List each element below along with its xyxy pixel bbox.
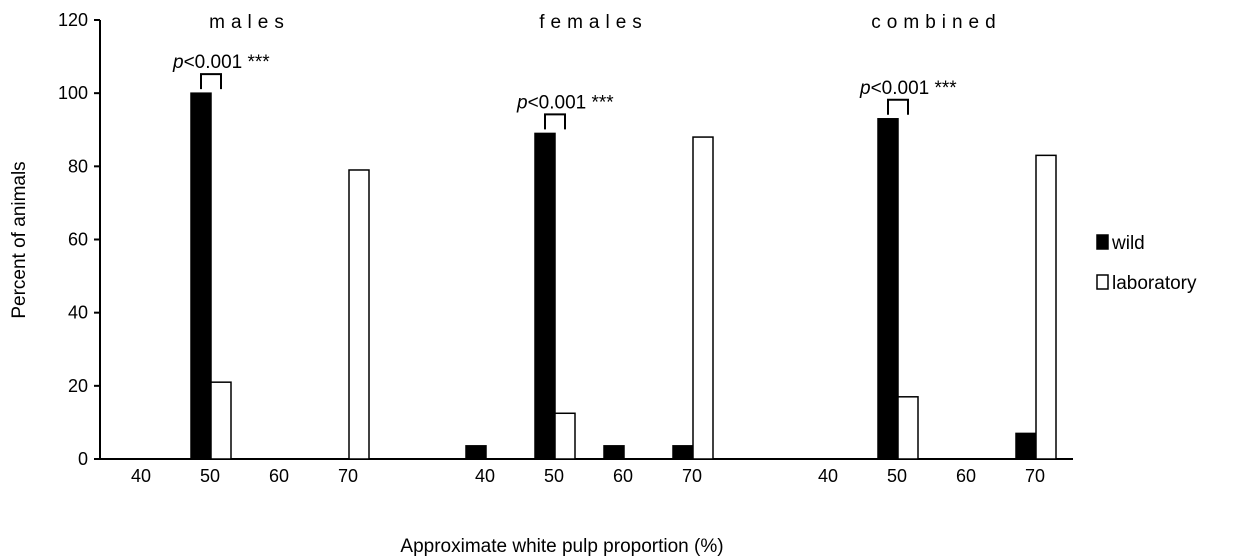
x-tick-label: 60 — [956, 466, 976, 486]
bar-wild — [1015, 432, 1037, 460]
x-tick-label: 70 — [1025, 466, 1045, 486]
bar-wild — [603, 445, 625, 460]
y-tick-label: 20 — [68, 376, 88, 396]
group-title: males — [209, 12, 290, 33]
p-value-label: p<0.001 *** — [172, 52, 270, 73]
legend: wild laboratory — [1096, 233, 1197, 294]
bar-wild — [190, 92, 212, 460]
significance-bracket — [544, 113, 566, 130]
x-tick-label: 50 — [544, 466, 564, 486]
x-axis-label: Approximate white pulp proportion (%) — [400, 536, 723, 557]
bar-laboratory — [897, 396, 919, 460]
bar-wild — [465, 445, 487, 460]
x-tick-label: 40 — [818, 466, 838, 486]
x-tick-label: 60 — [613, 466, 633, 486]
bar-wild — [877, 118, 899, 460]
bar-laboratory — [1035, 154, 1057, 460]
bars — [190, 92, 1057, 460]
group-title: females — [539, 12, 648, 33]
bar-laboratory — [210, 381, 232, 460]
y-tick-label: 120 — [58, 10, 88, 30]
bar-wild — [672, 445, 694, 460]
legend-label-wild: wild — [1111, 233, 1145, 254]
y-axis-label: Percent of animals — [9, 161, 30, 318]
annotations: males p<0.001 *** females p<0.001 *** combin… — [172, 12, 1001, 130]
legend-label-laboratory: laboratory — [1112, 273, 1197, 294]
significance-bracket — [200, 73, 222, 90]
y-tick-label: 0 — [78, 449, 88, 469]
y-tick-label: 40 — [68, 303, 88, 323]
group-title: combined — [871, 12, 1001, 33]
bar-laboratory — [348, 169, 370, 460]
bar-wild — [534, 132, 556, 460]
significance-bracket — [887, 98, 909, 115]
legend-swatch-wild — [1096, 234, 1109, 250]
p-value-label: p<0.001 *** — [516, 92, 614, 113]
p-value-label: p<0.001 *** — [859, 78, 957, 99]
x-tick-label: 40 — [131, 466, 151, 486]
bar-laboratory — [554, 412, 576, 460]
bar-laboratory — [692, 136, 714, 460]
x-tick-label: 60 — [269, 466, 289, 486]
x-tick-label: 40 — [475, 466, 495, 486]
x-tick-label: 50 — [887, 466, 907, 486]
axes: 0 20 40 60 80 100 120 40 50 60 70 40 50 60 70 40 50 60 70 — [58, 10, 1073, 486]
y-tick-label: 60 — [68, 230, 88, 250]
x-tick-label: 50 — [200, 466, 220, 486]
x-tick-label: 70 — [682, 466, 702, 486]
legend-swatch-laboratory — [1096, 274, 1109, 290]
y-tick-label: 80 — [68, 156, 88, 176]
x-tick-label: 70 — [338, 466, 358, 486]
y-tick-label: 100 — [58, 83, 88, 103]
